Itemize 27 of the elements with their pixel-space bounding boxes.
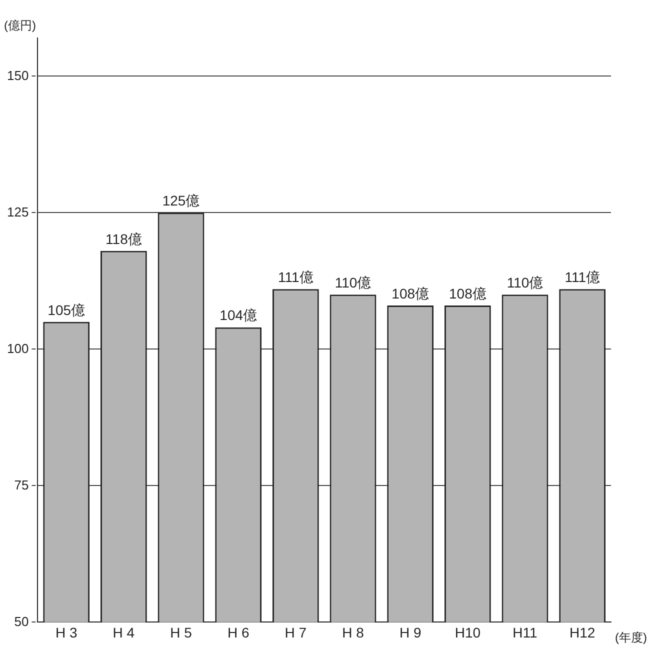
data-label: 110億: [506, 274, 544, 290]
x-tick-label: H 9: [399, 624, 422, 640]
data-label: 110億: [334, 274, 372, 290]
x-tick-label: H10: [454, 624, 481, 640]
x-tick-label: H 8: [342, 624, 364, 640]
data-label: 108億: [392, 285, 430, 302]
y-axis-title: (億円): [4, 18, 36, 32]
x-axis-title: (年度): [615, 630, 647, 645]
y-tick-label: 150: [6, 68, 29, 83]
y-tick-label: 75: [14, 477, 29, 492]
y-tick-label: 50: [14, 614, 29, 629]
data-label: 105億: [48, 302, 86, 318]
x-tick-label: H 3: [55, 624, 78, 640]
data-label: 118億: [106, 230, 142, 247]
x-tick-label: H11: [512, 624, 538, 640]
y-tick-label: 125: [6, 204, 29, 220]
data-label: 125億: [162, 192, 200, 209]
y-tick-label: 100: [6, 340, 29, 356]
data-label: 111億: [278, 269, 314, 286]
data-label: 104億: [220, 307, 258, 324]
x-tick-label: H 5: [170, 624, 192, 640]
x-tick-label: H 7: [284, 624, 307, 640]
x-tick-label: H12: [569, 624, 596, 640]
x-tick-label: H 4: [112, 624, 135, 640]
data-label: 108億: [448, 285, 486, 302]
data-label: 111億: [564, 269, 600, 286]
x-tick-label: H 6: [227, 624, 250, 640]
